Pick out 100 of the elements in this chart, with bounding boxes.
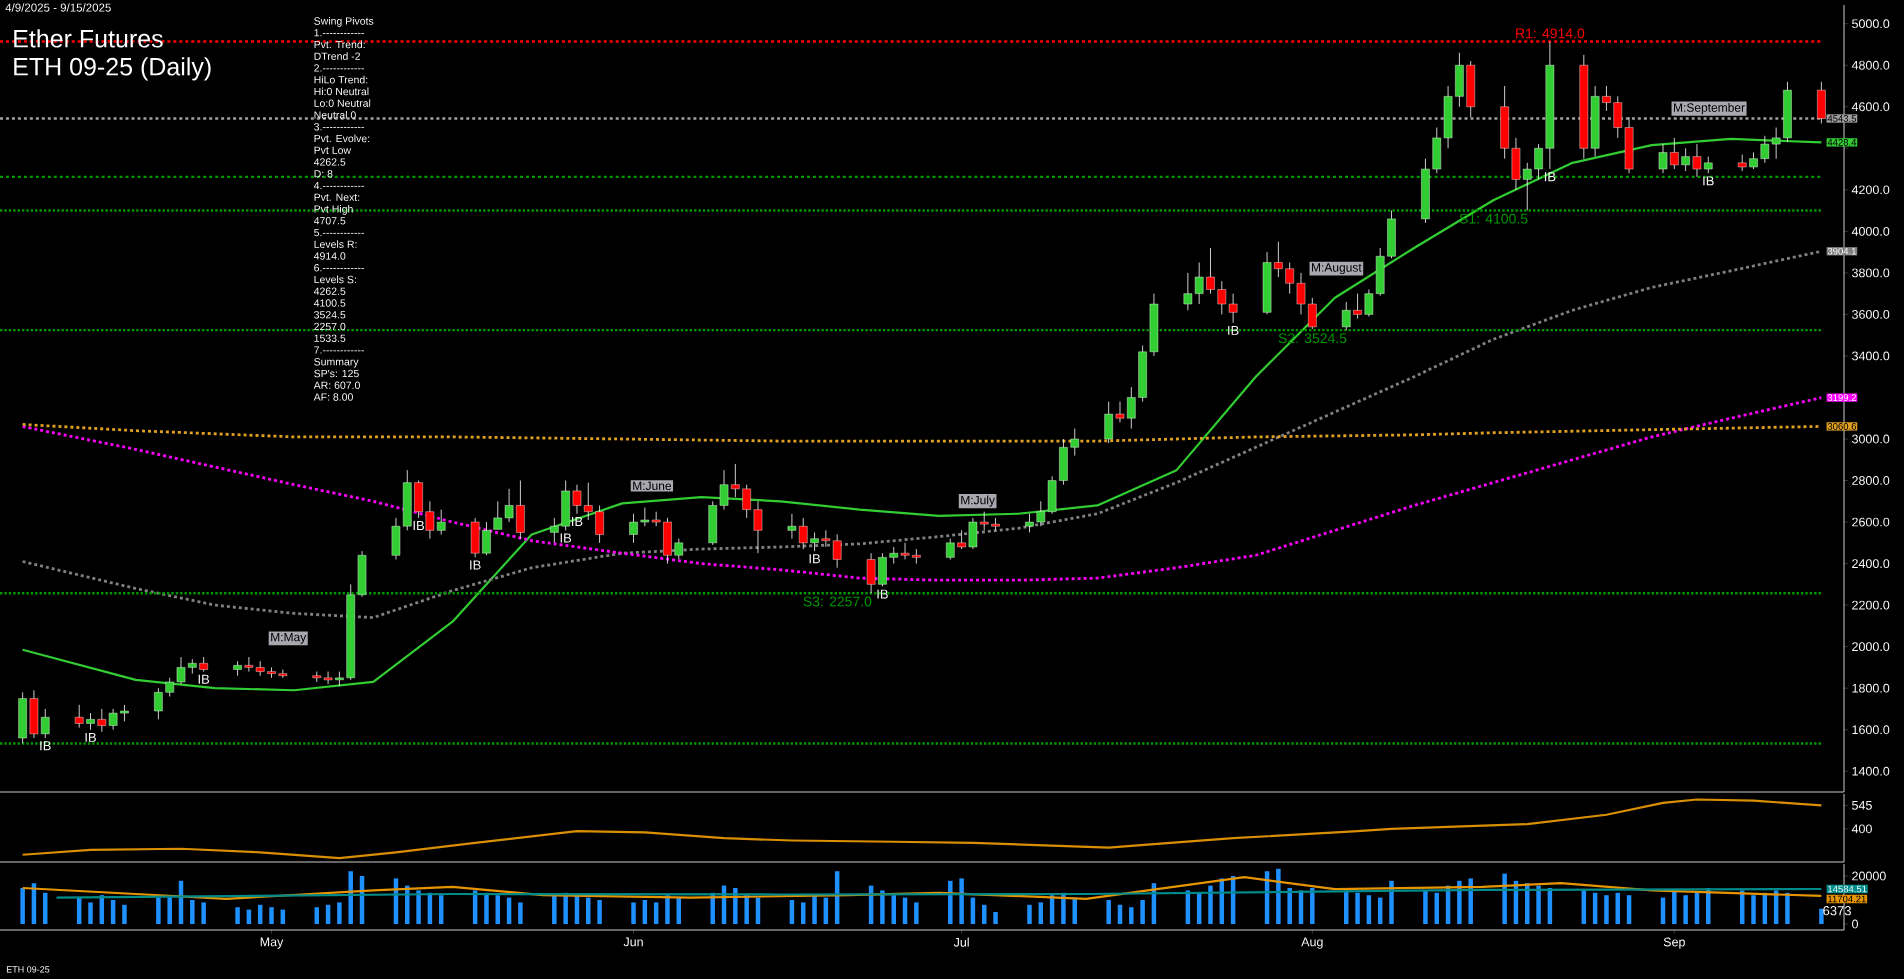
bar	[1604, 895, 1609, 925]
candlestick	[1534, 143, 1543, 180]
candlestick	[719, 469, 729, 510]
bar	[914, 902, 919, 925]
candlestick	[1658, 143, 1668, 174]
candlestick	[493, 500, 503, 530]
annotation: IB	[572, 516, 583, 526]
bar	[597, 900, 602, 925]
data-label: 3060.6	[1827, 423, 1857, 430]
annotation: 4707.5	[313, 217, 346, 225]
bar	[122, 904, 127, 925]
candlestick	[267, 667, 276, 679]
annotation: 4914.0	[313, 252, 346, 260]
ref-line-label: S3: 2257.0	[803, 596, 872, 607]
bar	[1310, 888, 1315, 925]
y-tick-label: 5000.0	[1852, 19, 1890, 29]
data-label: 3199.2	[1827, 394, 1856, 401]
annotation: 6373	[1823, 906, 1851, 916]
y-tick-label: 1800.0	[1852, 683, 1890, 693]
candlestick	[1602, 85, 1611, 112]
candlestick	[1670, 137, 1679, 170]
annotation: AF: 8.00	[313, 393, 353, 401]
bar	[586, 897, 591, 925]
bar	[337, 902, 342, 925]
y-tick-label: 3600.0	[1852, 309, 1890, 319]
candlestick	[1274, 241, 1283, 278]
bar	[1208, 885, 1213, 925]
bar	[631, 902, 636, 925]
annotation: 7.------------	[314, 346, 364, 354]
bar	[1287, 888, 1292, 925]
candlestick	[1115, 401, 1125, 423]
annotation: IB	[877, 589, 888, 599]
y-tick-label: 20000	[1852, 871, 1886, 881]
annotation: IB	[470, 560, 481, 570]
candlestick	[912, 548, 921, 564]
annotation: IB	[1703, 176, 1714, 186]
annotation: IB	[85, 732, 96, 742]
candlestick	[1308, 297, 1317, 330]
candlestick	[957, 529, 966, 550]
annotation: IB	[1228, 325, 1239, 335]
annotation: IB	[198, 674, 210, 684]
annotation: SP's: 125	[314, 369, 359, 378]
bar	[20, 888, 25, 925]
bar	[1276, 868, 1281, 925]
candlestick	[753, 500, 763, 554]
y-tick-label: 400	[1851, 824, 1872, 834]
bar	[891, 895, 896, 925]
line-series	[55, 887, 1823, 899]
data-label: 3904.1	[1827, 247, 1856, 255]
candlestick	[1692, 143, 1702, 178]
candlestick	[731, 463, 740, 498]
bar	[1038, 902, 1044, 925]
candlestick	[979, 511, 989, 531]
candlestick	[584, 482, 593, 521]
candlestick	[1353, 293, 1362, 319]
bar	[518, 902, 523, 925]
y-tick-label: 2200.0	[1852, 600, 1890, 610]
ref-line-label: R1: 4914.0	[1516, 28, 1585, 39]
ref-line-label: 4543.5	[1827, 115, 1857, 122]
annotation: 5.------------	[314, 228, 364, 237]
y-tick-label: 1400.0	[1852, 766, 1890, 776]
annotation: M:July	[961, 495, 995, 507]
bar	[1129, 907, 1134, 925]
y-tick-label: 4600.0	[1851, 102, 1890, 112]
bar	[235, 907, 240, 925]
candlestick	[74, 704, 84, 729]
annotation: HiLo Trend:	[314, 75, 368, 84]
candlestick	[1296, 272, 1306, 315]
bar	[1140, 900, 1145, 925]
candlestick	[154, 687, 163, 720]
x-tick-label: Sep	[1663, 937, 1685, 949]
candlestick	[1681, 147, 1690, 172]
bar	[653, 902, 659, 925]
annotation: Levels R:	[314, 240, 357, 248]
candlestick	[1025, 513, 1034, 533]
annotation: D: 8	[314, 170, 333, 178]
bar	[1536, 885, 1541, 925]
annotation: Levels S:	[314, 275, 356, 284]
annotation: DTrend -2	[314, 52, 361, 60]
x-tick-label: Jul	[953, 937, 969, 947]
bar	[880, 890, 885, 925]
candlestick	[482, 521, 491, 556]
annotation: Summary	[314, 358, 359, 368]
bar	[484, 892, 489, 925]
candlestick	[798, 517, 808, 550]
text: ETH 09-25 (Daily)	[14, 57, 211, 81]
text: Ether Futures	[14, 29, 163, 48]
annotation: IB	[809, 554, 820, 564]
candlestick	[787, 513, 797, 540]
x-tick-label: Jun	[623, 937, 643, 947]
bar	[43, 892, 48, 925]
annotation: IB	[40, 741, 51, 751]
annotation: IB	[413, 521, 425, 531]
y-tick-label: 3000.0	[1852, 434, 1890, 444]
candlestick	[572, 484, 582, 515]
annotation: M:September	[1674, 103, 1745, 115]
bar	[1751, 895, 1756, 925]
annotation: 3.------------	[314, 123, 364, 131]
bar	[959, 878, 964, 925]
bar	[1389, 880, 1394, 925]
